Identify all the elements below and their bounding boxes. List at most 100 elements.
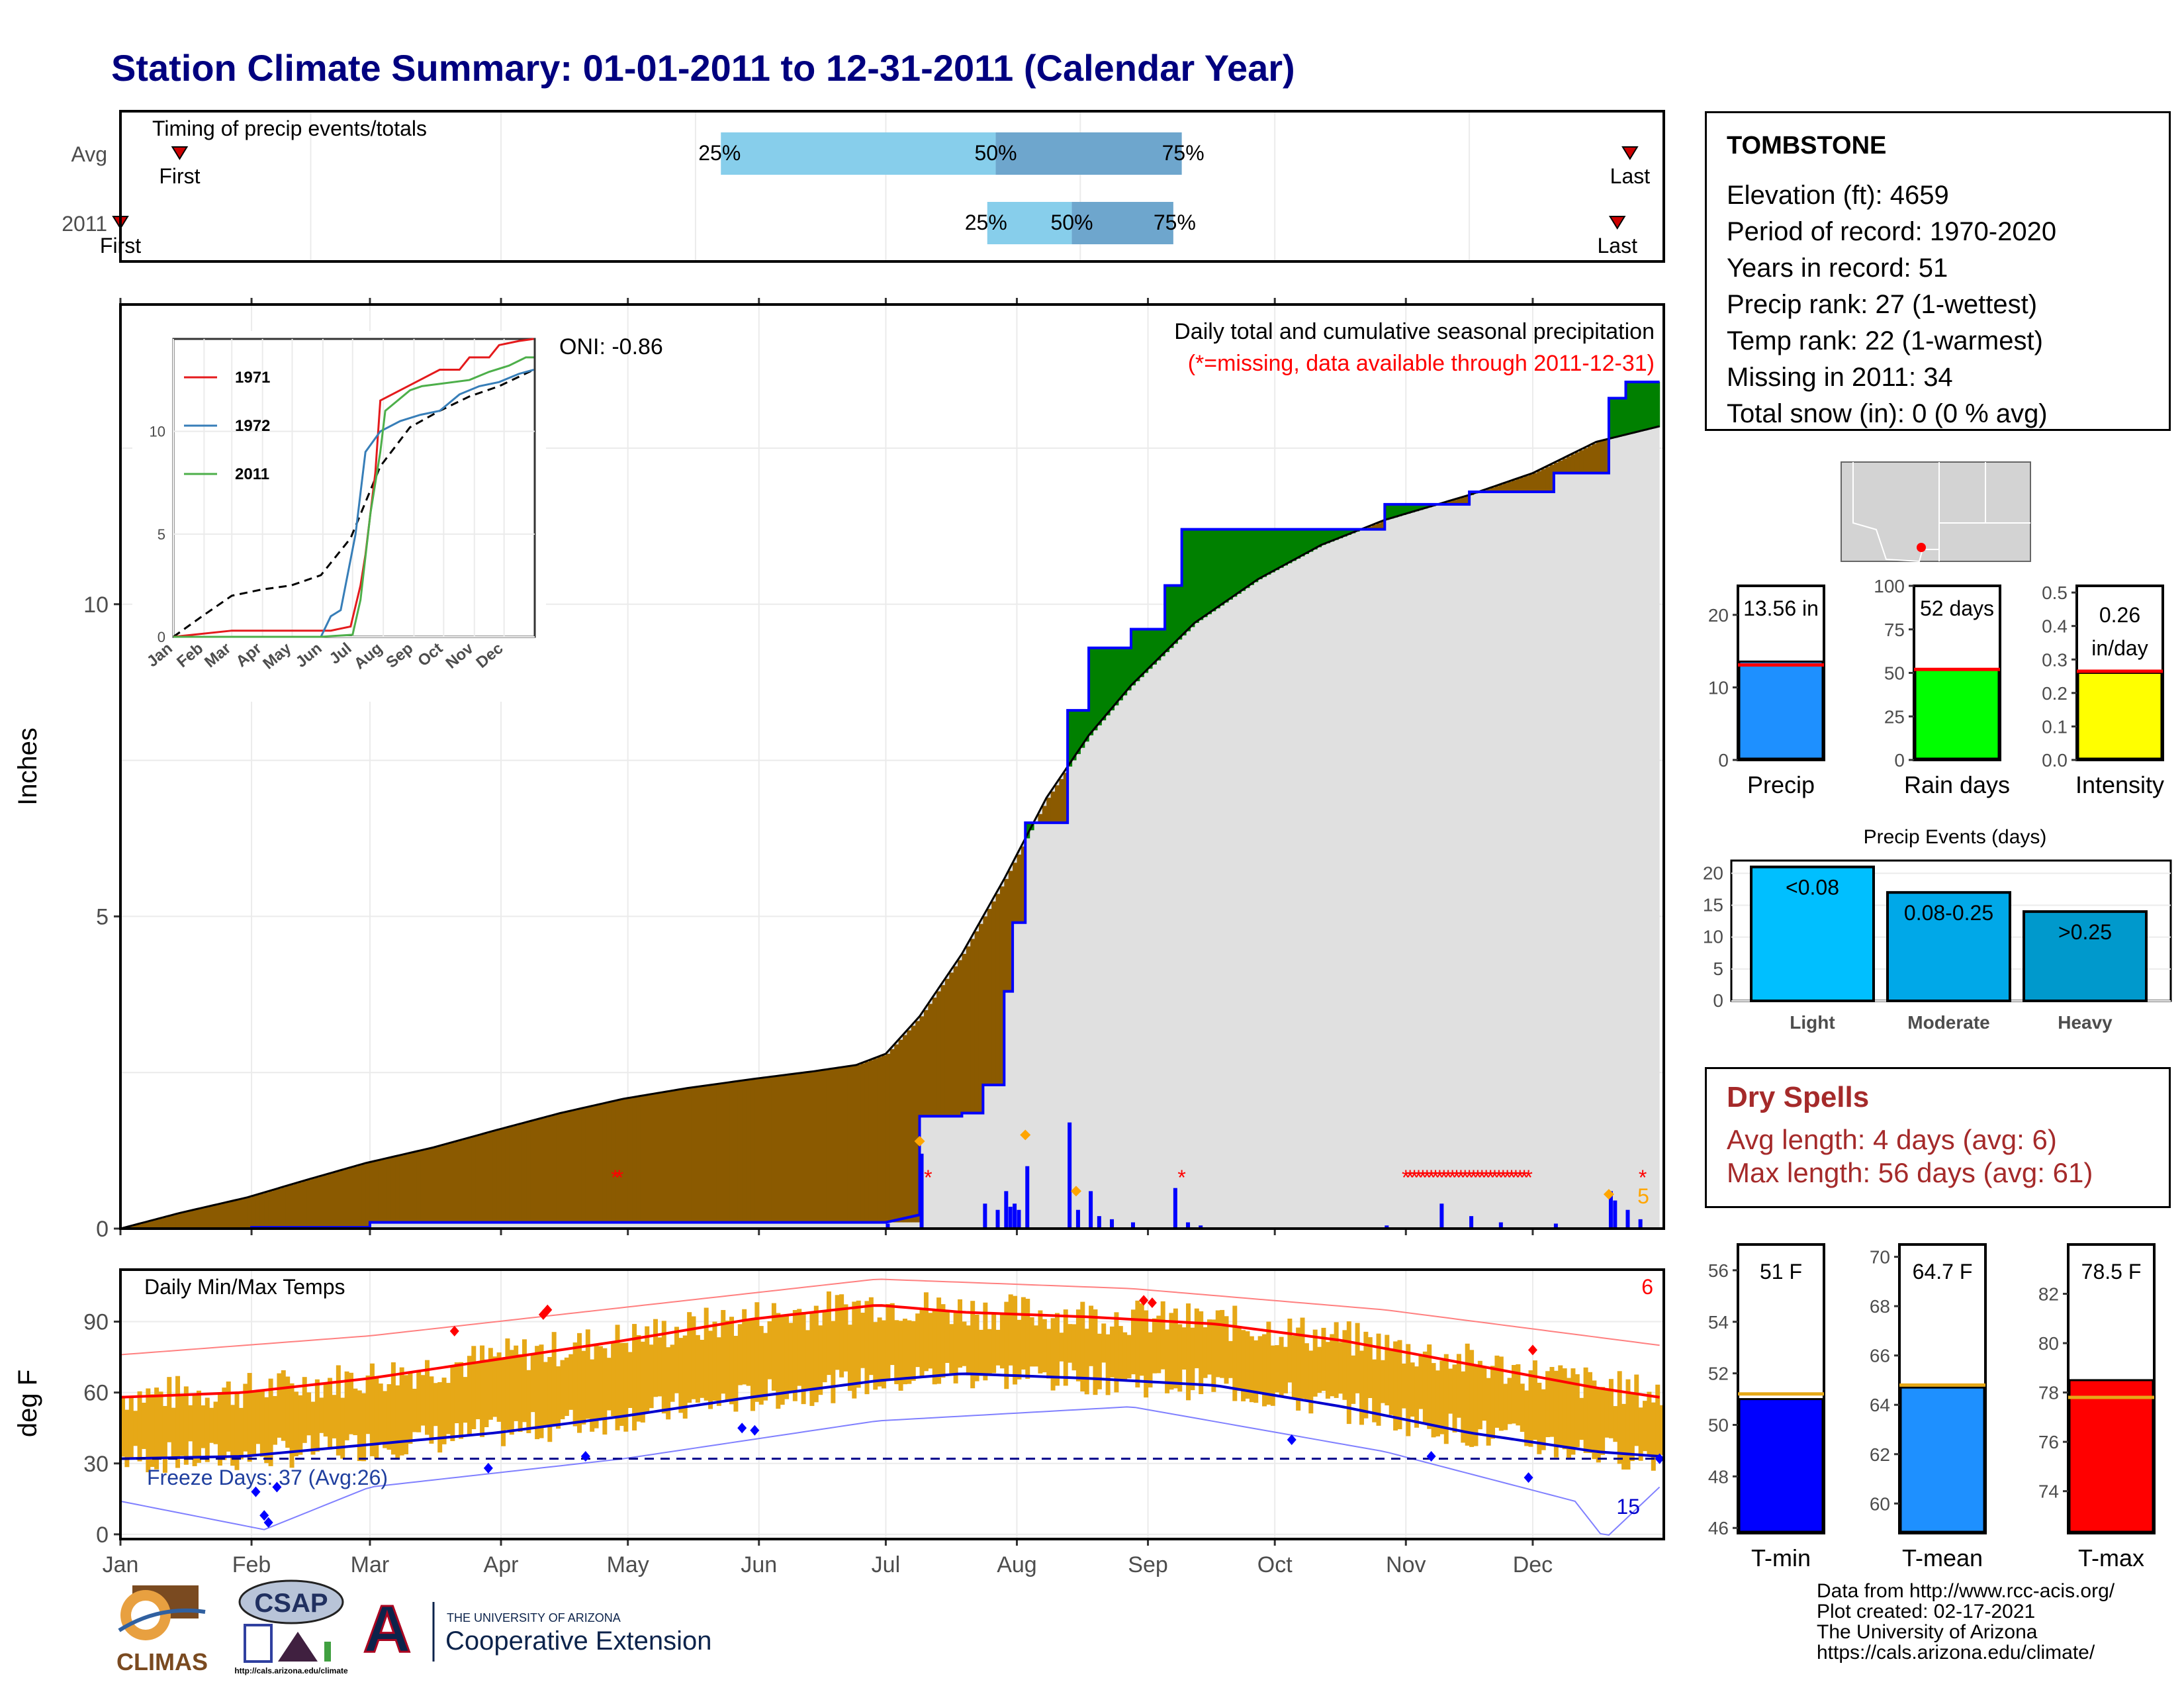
- month-label: Jan: [103, 1552, 139, 1577]
- daily-temp-bar: [1613, 1406, 1618, 1442]
- daily-temp-bar: [547, 1356, 553, 1442]
- daily-temp-bar: [255, 1391, 261, 1444]
- daily-temp-bar: [1511, 1365, 1516, 1424]
- credits: Data from http://www.rcc-acis.org/ Plot …: [1817, 1581, 2115, 1663]
- daily-temp-bar: [501, 1359, 506, 1446]
- daily-temp-bar: [120, 1395, 125, 1457]
- deficit-area: [535, 1119, 540, 1223]
- deficit-area: [585, 1107, 590, 1223]
- daily-temp-bar: [302, 1377, 307, 1443]
- daily-temp-bar: [1199, 1311, 1204, 1395]
- record-low-marker: [580, 1451, 590, 1462]
- deficit-area: [133, 1225, 138, 1229]
- daily-temp-bar: [1068, 1324, 1073, 1363]
- deficit-area: [459, 1140, 464, 1223]
- timing-row-label: Avg: [71, 142, 107, 166]
- daily-temp-bar: [1621, 1403, 1627, 1470]
- daily-temp-bar: [1291, 1335, 1297, 1399]
- daily-temp-bar: [1659, 1405, 1664, 1455]
- y-tick-label: 0.3: [2042, 649, 2068, 670]
- daily-temp-bar: [1110, 1326, 1115, 1378]
- surplus-area: [1025, 822, 1030, 839]
- deficit-area: [758, 1078, 764, 1223]
- daily-temp-bar: [1482, 1367, 1487, 1421]
- missing-marker: *: [611, 1166, 619, 1190]
- deficit-area: [704, 1086, 709, 1223]
- inset-y-tick-label: 10: [150, 424, 165, 440]
- daily-temp-bar: [1385, 1335, 1390, 1406]
- month-label: Feb: [232, 1552, 271, 1577]
- record-high-marker: [1147, 1297, 1157, 1308]
- rain_days-bar-chart: 0 25 50 75 100 Rain days 52 days: [1874, 576, 2010, 798]
- value-bar: [1738, 660, 1824, 760]
- last-label: Last: [1610, 164, 1651, 188]
- daily-temp-bar: [514, 1345, 519, 1421]
- daily-temp-bar: [234, 1393, 240, 1470]
- y-tick-label: 74: [2038, 1481, 2059, 1502]
- y-tick-label: 0: [1713, 990, 1723, 1011]
- daily-temp-bar: [928, 1313, 933, 1369]
- daily-temp-bar: [1220, 1309, 1225, 1378]
- deficit-area: [958, 960, 963, 1117]
- y-tick-label: 78: [2038, 1383, 2059, 1403]
- deficit-area: [894, 1044, 899, 1223]
- deficit-area: [1017, 854, 1022, 923]
- deficit-area: [953, 966, 958, 1117]
- surplus-area: [1342, 529, 1347, 537]
- daily-temp-bar: [1173, 1308, 1178, 1389]
- event-bar: [1886, 891, 2011, 1002]
- daily-temp-bar: [1245, 1331, 1250, 1399]
- daily-temp-bar: [273, 1395, 277, 1445]
- daily-temp-bar: [754, 1302, 760, 1402]
- deficit-area: [611, 1102, 616, 1223]
- deficit-area: [234, 1200, 240, 1229]
- daily-temp-bar: [1469, 1350, 1475, 1447]
- surplus-area: [1097, 647, 1102, 726]
- station-line: Missing in 2011: 34: [1727, 363, 1953, 392]
- bar-value-label: 13.56 in: [1743, 596, 1819, 620]
- deficit-area: [1562, 458, 1567, 473]
- deficit-area: [978, 923, 983, 1113]
- daily-temp-bar: [1038, 1310, 1043, 1374]
- daily-temp-bar: [298, 1395, 303, 1455]
- normal-min-line: [120, 1372, 1660, 1460]
- daily-temp-bar: [1401, 1363, 1406, 1409]
- deficit-area: [509, 1126, 514, 1223]
- surplus-area: [1325, 529, 1330, 543]
- daily-temp-bar: [445, 1383, 451, 1434]
- y-tick-label: 62: [1870, 1444, 1890, 1465]
- daily-temp-bar: [509, 1350, 514, 1435]
- daily-temp-bar: [1583, 1367, 1588, 1453]
- daily-temp-bar: [1097, 1333, 1102, 1389]
- daily-temp-bar: [758, 1326, 764, 1405]
- deficit-area: [298, 1182, 303, 1228]
- surplus-area: [1241, 529, 1246, 591]
- daily-temp-bar: [340, 1397, 345, 1459]
- deficit-area: [632, 1097, 637, 1223]
- deficit-area: [383, 1159, 388, 1223]
- daily-temp-bar: [987, 1329, 992, 1375]
- daily-precip-bar: [1186, 1222, 1191, 1229]
- daily-temp-bar: [898, 1321, 903, 1391]
- daily-temp-bar: [936, 1297, 942, 1384]
- surplus-area: [1228, 529, 1233, 600]
- deficit-area: [293, 1184, 298, 1228]
- daily-temp-bar: [1283, 1346, 1288, 1393]
- daily-temp-bar: [1144, 1310, 1149, 1398]
- missing-marker: *: [1432, 1166, 1439, 1190]
- first-event-marker: [171, 146, 189, 160]
- y-tick-label: 10: [1708, 677, 1729, 698]
- daily-temp-bar: [1461, 1371, 1466, 1443]
- deficit-area: [217, 1204, 222, 1229]
- surplus-area: [1418, 504, 1424, 510]
- missing-marker: *: [1499, 1166, 1507, 1190]
- intensity-bar-chart: 0.0 0.1 0.2 0.3 0.4 0.5 Intensity 0.26 in/day: [2042, 583, 2164, 798]
- daily-temp-bar: [1452, 1364, 1457, 1432]
- deficit-area: [328, 1174, 333, 1228]
- surplus-area: [1101, 647, 1107, 721]
- daily-temp-bar: [471, 1346, 477, 1430]
- daily-temp-bar: [349, 1372, 353, 1434]
- daily-precip-bar: [1553, 1223, 1558, 1229]
- daily-temp-bar: [289, 1383, 295, 1468]
